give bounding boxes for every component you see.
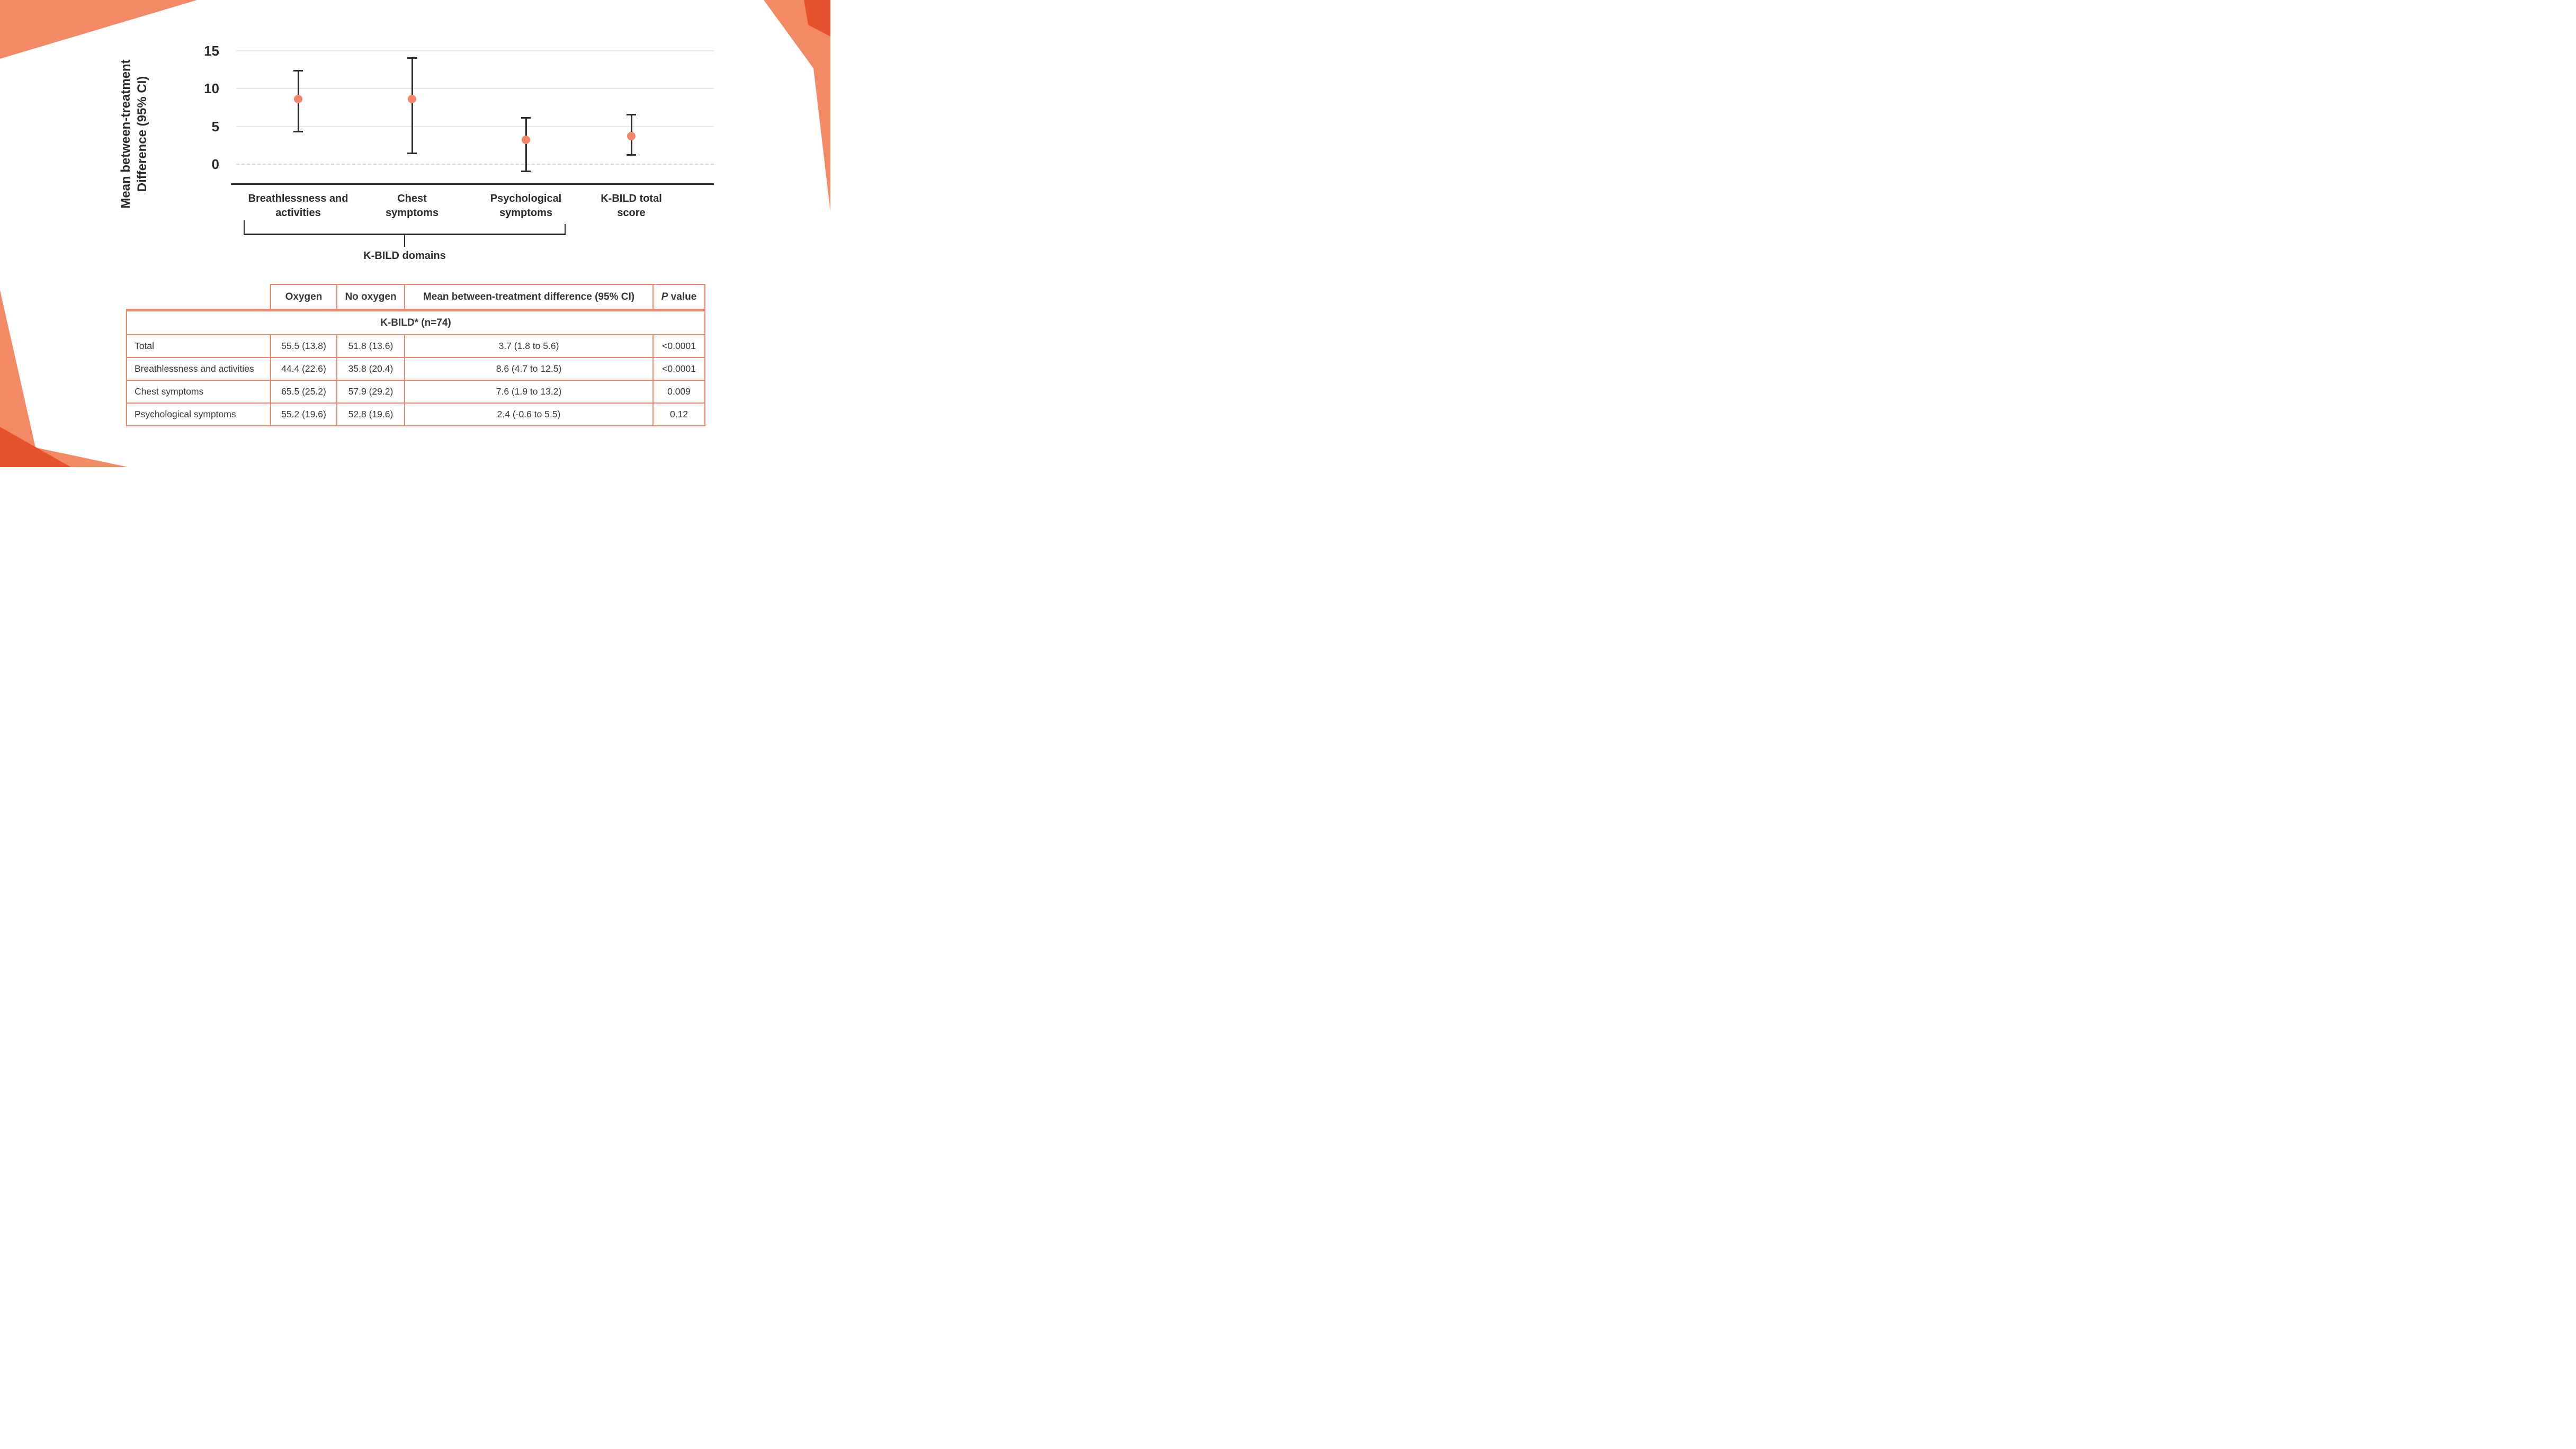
error-bar-cap <box>293 70 303 72</box>
table-cell-difference: 8.6 (4.7 to 12.5) <box>404 357 654 381</box>
error-bar-cap <box>627 113 636 115</box>
table-cell-difference: 3.7 (1.8 to 5.6) <box>404 334 654 358</box>
column-header: No oxygen <box>336 284 405 311</box>
table-group-header: K-BILD* (n=74) <box>126 309 705 335</box>
domain-bracket-label: K-BILD domains <box>363 250 446 262</box>
x-category-label: Breathlessness and activities <box>237 192 359 220</box>
column-header: Oxygen <box>270 284 337 311</box>
error-bar-cap <box>521 117 531 119</box>
table-cell-no-oxygen: 35.8 (20.4) <box>336 357 405 381</box>
domain-bracket-right-tick <box>565 224 566 235</box>
table-cell-p-value: <0.0001 <box>652 357 705 381</box>
table-cell-oxygen: 55.5 (13.8) <box>270 334 337 358</box>
table-cell-p-value: 0.12 <box>652 402 705 426</box>
error-bar-cap <box>521 171 531 173</box>
domain-bracket <box>244 234 566 235</box>
x-category-label-line: score <box>617 207 646 219</box>
column-header: Mean between-treatment difference (95% C… <box>404 284 654 311</box>
x-category-label-line: Breathlessness and <box>248 193 348 204</box>
table-cell-difference: 7.6 (1.9 to 13.2) <box>404 380 654 404</box>
data-point-marker <box>294 95 302 104</box>
table-row: Chest symptoms 65.5 (25.2) 57.9 (29.2) 7.6 … <box>126 380 705 404</box>
table-cell-oxygen: 55.2 (19.6) <box>270 402 337 426</box>
row-label: Psychological symptoms <box>126 402 271 426</box>
x-category-label: K-BILD total score <box>570 192 692 220</box>
table-row: Psychological symptoms 55.2 (19.6) 52.8 (1… <box>126 402 705 426</box>
error-bar <box>525 117 527 172</box>
error-bar-cap <box>407 57 417 59</box>
y-tick-label: 10 <box>204 80 219 97</box>
figure-canvas: Mean between-treatment Difference (95% C… <box>0 0 830 467</box>
table-row: Breathlessness and activities 44.4 (22.6)… <box>126 357 705 381</box>
data-point-marker <box>522 136 530 145</box>
gridline <box>236 126 714 127</box>
domain-bracket-left-tick <box>244 220 245 235</box>
table-cell-oxygen: 44.4 (22.6) <box>270 357 337 381</box>
error-bar <box>411 57 413 154</box>
table-cell-oxygen: 65.5 (25.2) <box>270 380 337 404</box>
row-label: Chest symptoms <box>126 380 271 404</box>
error-bar-cap <box>407 153 417 155</box>
table-cell-no-oxygen: 52.8 (19.6) <box>336 402 405 426</box>
zero-gridline <box>236 164 714 165</box>
error-bar-cap <box>627 154 636 156</box>
table-cell-p-value: <0.0001 <box>652 334 705 358</box>
data-point-marker <box>408 95 416 104</box>
x-category-label: Psychological symptoms <box>465 192 587 220</box>
table-cell-no-oxygen: 51.8 (13.6) <box>336 334 405 358</box>
results-table: Oxygen No oxygen Mean between-treatment di… <box>126 284 705 426</box>
x-category-label-line: activities <box>275 207 321 219</box>
y-tick-label: 15 <box>204 42 219 59</box>
error-bar-cap <box>293 130 303 132</box>
table-row: Total 55.5 (13.8) 51.8 (13.6) 3.7 (1.8 to 5… <box>126 334 705 358</box>
table-cell-p-value: 0.009 <box>652 380 705 404</box>
x-axis-line <box>231 183 714 185</box>
x-category-label-line: Chest <box>397 193 427 204</box>
row-label: Total <box>126 334 271 358</box>
x-category-label-line: symptoms <box>499 207 553 219</box>
data-point-marker <box>627 132 636 141</box>
y-tick-label: 5 <box>211 118 219 135</box>
gridline <box>236 88 714 90</box>
gridline <box>236 50 714 51</box>
x-category-label-line: K-BILD total <box>601 193 662 204</box>
row-label: Breathlessness and activities <box>126 357 271 381</box>
y-axis-title-line1: Mean between-treatment <box>119 59 133 209</box>
x-category-label-line: symptoms <box>385 207 439 219</box>
domain-bracket-center-tick <box>404 235 405 247</box>
table-cell-difference: 2.4 (-0.6 to 5.5) <box>404 402 654 426</box>
y-axis-title: Mean between-treatment Difference (95% C… <box>118 59 150 208</box>
y-tick-label: 0 <box>211 156 219 172</box>
column-header: P value <box>652 284 705 311</box>
y-axis-title-line2: Difference (95% CI) <box>135 76 149 192</box>
table-cell-no-oxygen: 57.9 (29.2) <box>336 380 405 404</box>
table-corner-spacer <box>127 284 271 311</box>
x-category-label-line: Psychological <box>490 193 562 204</box>
forest-plot: Mean between-treatment Difference (95% C… <box>0 0 830 467</box>
x-category-label: Chest symptoms <box>351 192 473 220</box>
